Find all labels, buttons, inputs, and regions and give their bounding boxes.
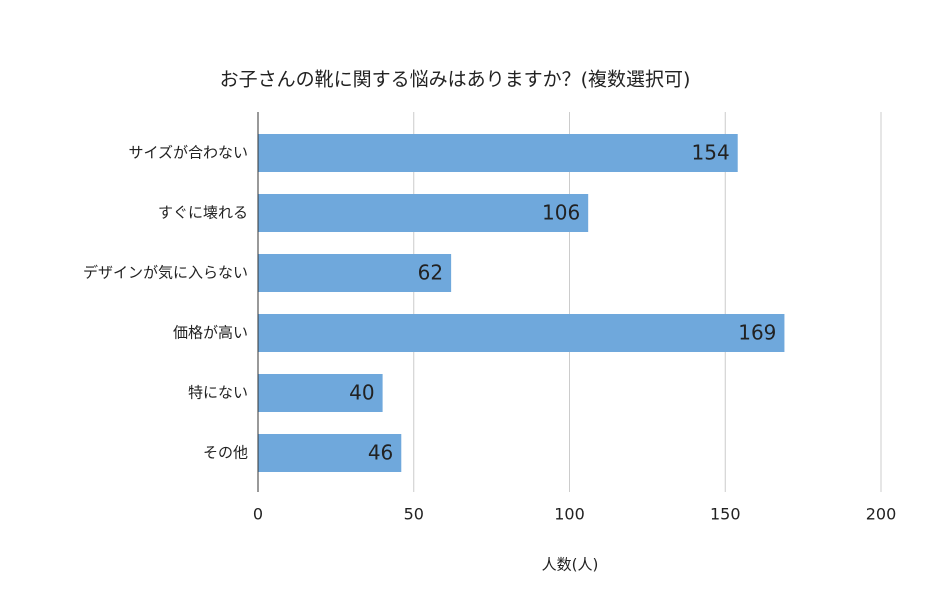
data-label: 62: [418, 261, 443, 285]
x-tick-label: 50: [404, 505, 424, 524]
data-label: 40: [349, 381, 374, 405]
y-tick-label: サイズが合わない: [128, 144, 248, 162]
data-label: 169: [738, 321, 776, 345]
x-tick-label: 0: [253, 505, 263, 524]
y-tick-label: その他: [203, 444, 248, 462]
chart-title: お子さんの靴に関する悩みはありますか？(複数選択可): [220, 69, 691, 91]
x-tick-label: 150: [710, 505, 741, 524]
bar: [258, 194, 589, 232]
bar: [258, 434, 402, 472]
bar: [258, 314, 785, 352]
y-tick-label: デザインが気に入らない: [83, 264, 248, 282]
x-tick-label: 100: [554, 505, 585, 524]
bar: [258, 374, 383, 412]
bar: [258, 134, 738, 172]
data-label: 106: [542, 201, 580, 225]
y-tick-label: すぐに壊れる: [158, 204, 248, 222]
x-tick-label: 200: [866, 505, 897, 524]
data-label: 46: [368, 441, 393, 465]
data-label: 154: [692, 141, 730, 165]
bar: [258, 254, 452, 292]
x-axis-label: 人数(人): [542, 556, 599, 574]
y-tick-label: 特にない: [188, 384, 248, 402]
y-tick-label: 価格が高い: [173, 324, 248, 342]
